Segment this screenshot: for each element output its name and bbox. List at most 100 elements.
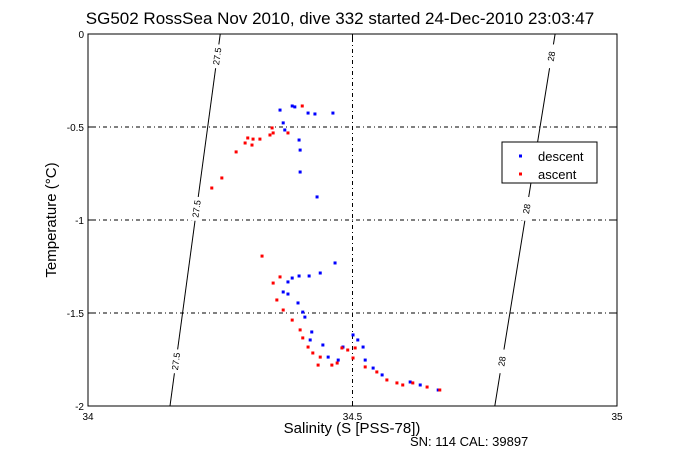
- contour-label: 28: [521, 203, 532, 214]
- data-point-ascent: [286, 131, 290, 135]
- contour-label-bg: [495, 348, 509, 375]
- data-point-descent: [315, 195, 319, 199]
- data-point-descent: [326, 355, 330, 359]
- y-tick-label: -1.5: [67, 309, 85, 320]
- x-axis-label: Salinity (S [PSS-78]): [284, 420, 421, 437]
- data-point-ascent: [271, 281, 275, 285]
- data-point-ascent: [401, 383, 405, 387]
- data-point-ascent: [234, 150, 238, 154]
- contour-label: 27.5: [211, 47, 223, 66]
- data-point-ascent: [351, 356, 355, 360]
- data-point-descent: [356, 338, 360, 342]
- data-point-descent: [436, 388, 440, 392]
- data-point-ascent: [425, 385, 429, 389]
- legend-box: [501, 141, 598, 184]
- contour-label-bg: [210, 43, 224, 69]
- y-tick-label: -1: [75, 216, 84, 227]
- data-point-ascent: [363, 365, 367, 369]
- data-point-ascent: [316, 363, 320, 367]
- data-point-descent: [351, 333, 355, 337]
- data-point-descent: [286, 280, 290, 284]
- data-point-descent: [310, 330, 314, 334]
- data-point-descent: [298, 170, 302, 174]
- legend-marker-descent: [519, 154, 522, 158]
- data-point-descent: [283, 128, 287, 132]
- data-point-ascent: [375, 370, 379, 374]
- footer-text: SN: 114 CAL: 39897: [410, 434, 528, 449]
- data-point-descent: [308, 338, 312, 342]
- data-point-descent: [301, 310, 305, 314]
- data-point-descent: [361, 345, 365, 349]
- y-tick-label: -2: [75, 402, 84, 413]
- data-point-descent: [290, 276, 294, 280]
- data-point-ascent: [306, 345, 310, 349]
- data-point-ascent: [281, 308, 285, 312]
- contour-label-bg: [169, 348, 183, 374]
- x-tick-label: 35: [611, 412, 623, 423]
- data-point-ascent: [385, 378, 389, 382]
- data-point-ascent: [335, 361, 339, 365]
- data-point-descent: [418, 383, 422, 387]
- data-point-ascent: [246, 136, 250, 140]
- data-point-descent: [380, 373, 384, 377]
- data-point-descent: [296, 301, 300, 305]
- data-point-descent: [297, 274, 301, 278]
- data-point-descent: [363, 358, 367, 362]
- data-point-ascent: [258, 137, 262, 141]
- data-point-descent: [293, 105, 297, 109]
- contour-label-bg: [544, 43, 559, 69]
- data-point-descent: [333, 261, 337, 265]
- data-point-ascent: [275, 298, 279, 302]
- data-point-descent: [371, 366, 375, 370]
- data-point-ascent: [311, 351, 315, 355]
- data-point-ascent: [243, 141, 247, 145]
- data-point-descent: [278, 108, 282, 112]
- data-point-ascent: [268, 133, 272, 137]
- data-point-ascent: [271, 131, 275, 135]
- contour-label: 27.5: [170, 352, 182, 371]
- data-point-ascent: [395, 381, 399, 385]
- data-point-descent: [408, 380, 412, 384]
- data-point-ascent: [346, 348, 350, 352]
- contour-label: 28: [546, 51, 557, 62]
- data-point-ascent: [270, 126, 274, 130]
- data-point-ascent: [220, 176, 224, 180]
- data-point-ascent: [340, 346, 344, 350]
- data-point-descent: [313, 112, 317, 116]
- data-point-ascent: [298, 328, 302, 332]
- contour-label: 27.5: [191, 199, 203, 218]
- y-tick-label: -0.5: [67, 123, 85, 134]
- data-point-descent: [331, 111, 335, 115]
- contour-label: 28: [496, 356, 507, 367]
- data-point-ascent: [353, 346, 357, 350]
- data-point-descent: [298, 148, 302, 152]
- data-point-ascent: [210, 186, 214, 190]
- data-point-descent: [321, 343, 325, 347]
- data-point-descent: [281, 121, 285, 125]
- data-point-descent: [306, 111, 310, 115]
- data-point-ascent: [300, 104, 304, 108]
- data-point-ascent: [301, 336, 305, 340]
- data-point-ascent: [250, 143, 254, 147]
- x-tick-label: 34: [82, 412, 94, 423]
- data-point-descent: [303, 315, 307, 319]
- data-point-ascent: [290, 318, 294, 322]
- legend-label-descent: descent: [538, 149, 584, 164]
- legend-label-ascent: ascent: [538, 167, 577, 182]
- y-axis-label: Temperature (°C): [43, 162, 60, 277]
- data-point-ascent: [438, 388, 442, 392]
- y-tick-label: 0: [78, 30, 84, 41]
- data-point-descent: [290, 104, 294, 108]
- data-point-descent: [336, 358, 340, 362]
- data-point-ascent: [318, 355, 322, 359]
- data-point-ascent: [260, 254, 264, 258]
- data-point-ascent: [251, 137, 255, 141]
- chart-title: SG502 RossSea Nov 2010, dive 332 started…: [86, 9, 594, 28]
- data-point-ascent: [278, 275, 282, 279]
- data-point-descent: [286, 292, 290, 296]
- data-point-ascent: [411, 381, 415, 385]
- data-point-ascent: [330, 363, 334, 367]
- x-tick-label: 34.5: [343, 412, 363, 423]
